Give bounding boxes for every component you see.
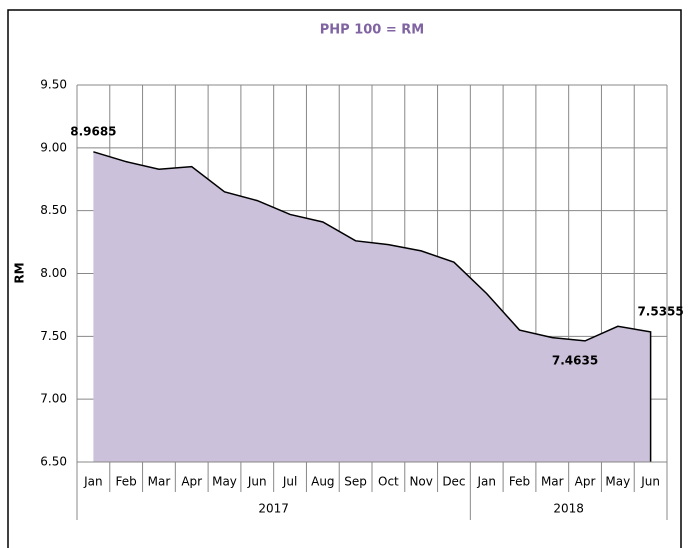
y-tick-label: 8.50 <box>40 203 67 217</box>
data-label: 7.4635 <box>552 353 598 367</box>
group-label: 2018 <box>553 502 584 516</box>
data-label: 8.9685 <box>70 124 116 138</box>
x-tick-label: Mar <box>148 475 171 489</box>
y-tick-label: 9.50 <box>40 78 67 92</box>
x-tick-label: Apr <box>575 475 596 489</box>
x-tick-label: Feb <box>116 475 137 489</box>
area <box>93 151 651 462</box>
y-tick-label: 9.00 <box>40 140 67 154</box>
group-label: 2017 <box>258 502 289 516</box>
x-tick-label: Apr <box>181 475 202 489</box>
x-tick-label: Feb <box>509 475 530 489</box>
x-tick-label: Dec <box>442 475 465 489</box>
data-label: 7.5355 <box>637 304 683 318</box>
y-tick-label: 7.00 <box>40 392 67 406</box>
x-tick-label: May <box>605 475 630 489</box>
y-axis-label: RM <box>13 262 27 283</box>
x-tick-label: Jun <box>247 475 267 489</box>
y-tick-label: 6.50 <box>40 455 67 469</box>
x-tick-label: Jul <box>282 475 297 489</box>
x-tick-label: May <box>212 475 237 489</box>
x-tick-label: Sep <box>344 475 367 489</box>
x-tick-label: Nov <box>409 475 432 489</box>
x-tick-label: Jan <box>476 475 496 489</box>
x-tick-label: Mar <box>541 475 564 489</box>
y-tick-label: 7.50 <box>40 329 67 343</box>
y-tick-label: 8.00 <box>40 266 67 280</box>
x-tick-label: Aug <box>311 475 334 489</box>
x-tick-label: Oct <box>378 475 399 489</box>
area-line <box>93 151 652 462</box>
x-tick-label: Jun <box>640 475 660 489</box>
x-tick-label: Jan <box>83 475 103 489</box>
chart-title: PHP 100 = RM <box>320 23 425 38</box>
